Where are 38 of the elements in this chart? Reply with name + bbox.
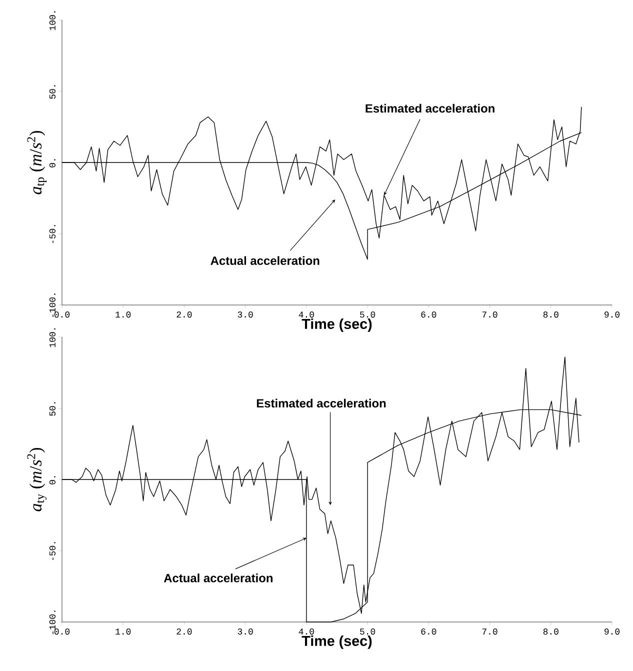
x-axis-title: Time (sec) [302,318,372,332]
annotation: Estimated acceleration [366,104,494,113]
x-tick-label: 3.0 [238,628,253,635]
x-tick-label: 9.0 [604,312,620,318]
annotation: Estimated acceleration [256,398,386,408]
x-tick-label: 1.0 [116,312,131,318]
x-tick-label: 4.0 [298,312,314,318]
x-tick-label: 5.0 [360,312,376,318]
y-tick-label: -100. [49,610,56,634]
x-tick-label: 0.0 [54,312,70,318]
annotation: Actual acceleration [164,574,272,582]
x-tick-label: 8.0 [543,312,558,318]
x-tick-label: 5.0 [360,628,376,635]
x-tick-label: 6.0 [421,312,436,318]
y-tick-label: 0. [49,476,56,484]
x-tick-label: 7.0 [482,312,498,318]
y-axis-title: a$_{ty}$ (m/s$^{2}$) [27,448,47,512]
x-tick-label: 9.0 [604,628,620,635]
x-tick-label: 1.0 [116,628,131,635]
x-tick-label: 2.0 [176,312,192,318]
x-tick-label: 2.0 [176,628,192,635]
y-tick-label: 50. [49,85,56,99]
x-tick-label: 6.0 [421,628,436,635]
y-tick-label: -100. [49,294,56,317]
y-tick-label: 100. [49,328,56,348]
y-tick-label: 50. [49,402,56,416]
y-axis-title: a$_{tp}$ (m/s$^{2}$) [27,130,47,194]
x-tick-label: 0.0 [54,628,70,635]
y-tick-label: -50. [49,225,56,244]
x-tick-label: 8.0 [543,628,558,635]
annotation: Actual acceleration [210,256,320,265]
x-axis-title: Time (sec) [302,635,372,649]
x-tick-label: 7.0 [482,628,498,635]
x-tick-label: 3.0 [238,312,253,318]
y-tick-label: -50. [49,542,56,560]
y-tick-label: 100. [49,11,56,30]
y-tick-label: 0. [49,159,56,168]
x-tick-label: 4.0 [298,628,314,635]
